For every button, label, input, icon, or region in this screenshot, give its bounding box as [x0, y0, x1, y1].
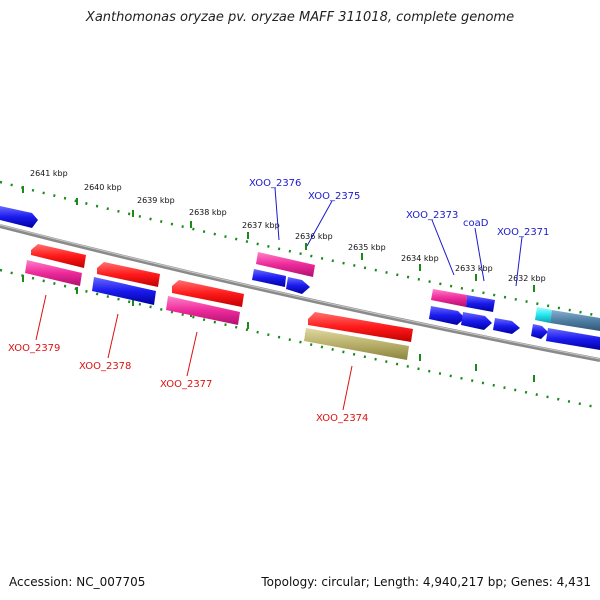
kbp-label: 2635 kbp — [348, 243, 386, 252]
gene-arrow — [550, 310, 600, 331]
reverse-label-leaders — [35, 294, 353, 411]
gene-label: XOO_2373 — [406, 210, 458, 221]
gene-arrow — [172, 280, 244, 307]
gene-arrow — [25, 260, 82, 286]
gene-arrow — [286, 277, 310, 294]
gene-arrow — [431, 289, 467, 307]
reverse-genes — [25, 244, 413, 360]
gene-arrow — [31, 244, 86, 268]
kbp-label: 2640 kbp — [84, 183, 122, 192]
forward-genes — [0, 206, 600, 350]
gene-arrow — [166, 296, 240, 325]
kbp-label: 2637 kbp — [242, 221, 280, 230]
gene-label: XOO_2375 — [308, 191, 360, 202]
outer-tick-track — [0, 180, 600, 318]
kbp-label: 2632 kbp — [508, 274, 546, 283]
gene-arrow — [466, 295, 495, 312]
gene-arrow — [546, 328, 600, 350]
kbp-label: 2633 kbp — [455, 264, 493, 273]
gene-arrow — [252, 269, 286, 287]
forward-gene-labels: XOO_2376 XOO_2375 XOO_2373 coaD XOO_2371 — [249, 178, 549, 238]
gene-arrow — [461, 312, 492, 330]
gene-arrow — [429, 306, 465, 325]
gene-arrow — [531, 324, 548, 339]
gene-arrow — [97, 262, 160, 287]
gene-label: XOO_2379 — [8, 343, 60, 354]
gene-arrow — [304, 328, 409, 360]
gene-label: XOO_2371 — [497, 227, 549, 238]
kbp-label: 2634 kbp — [401, 254, 439, 263]
gene-arrow — [308, 312, 413, 342]
kbp-label: 2636 kbp — [295, 232, 333, 241]
reverse-gene-labels: XOO_2379 XOO_2378 XOO_2377 XOO_2374 — [8, 343, 368, 424]
kbp-label: 2639 kbp — [137, 196, 175, 205]
gene-label: XOO_2377 — [160, 379, 212, 390]
gene-label: XOO_2374 — [316, 413, 368, 424]
genome-backbone — [0, 224, 600, 362]
gene-arrow — [493, 318, 520, 334]
kbp-labels: 2641 kbp 2640 kbp 2639 kbp 2638 kbp 2637… — [30, 169, 546, 283]
gene-arrow — [535, 307, 552, 323]
accession-text: Accession: NC_007705 — [9, 575, 146, 589]
kbp-label: 2638 kbp — [189, 208, 227, 217]
gene-label: XOO_2376 — [249, 178, 301, 189]
kbp-label: 2641 kbp — [30, 169, 68, 178]
gene-label: XOO_2378 — [79, 361, 131, 372]
gene-label: coaD — [463, 218, 489, 229]
topology-text: Topology: circular; Length: 4,940,217 bp… — [261, 575, 591, 589]
forward-label-leaders — [274, 187, 523, 287]
genome-title: Xanthomonas oryzae pv. oryzae MAFF 31101… — [85, 10, 515, 25]
gene-arrow — [92, 277, 156, 305]
gene-arrow — [0, 206, 38, 228]
gene-arrow — [256, 252, 315, 277]
